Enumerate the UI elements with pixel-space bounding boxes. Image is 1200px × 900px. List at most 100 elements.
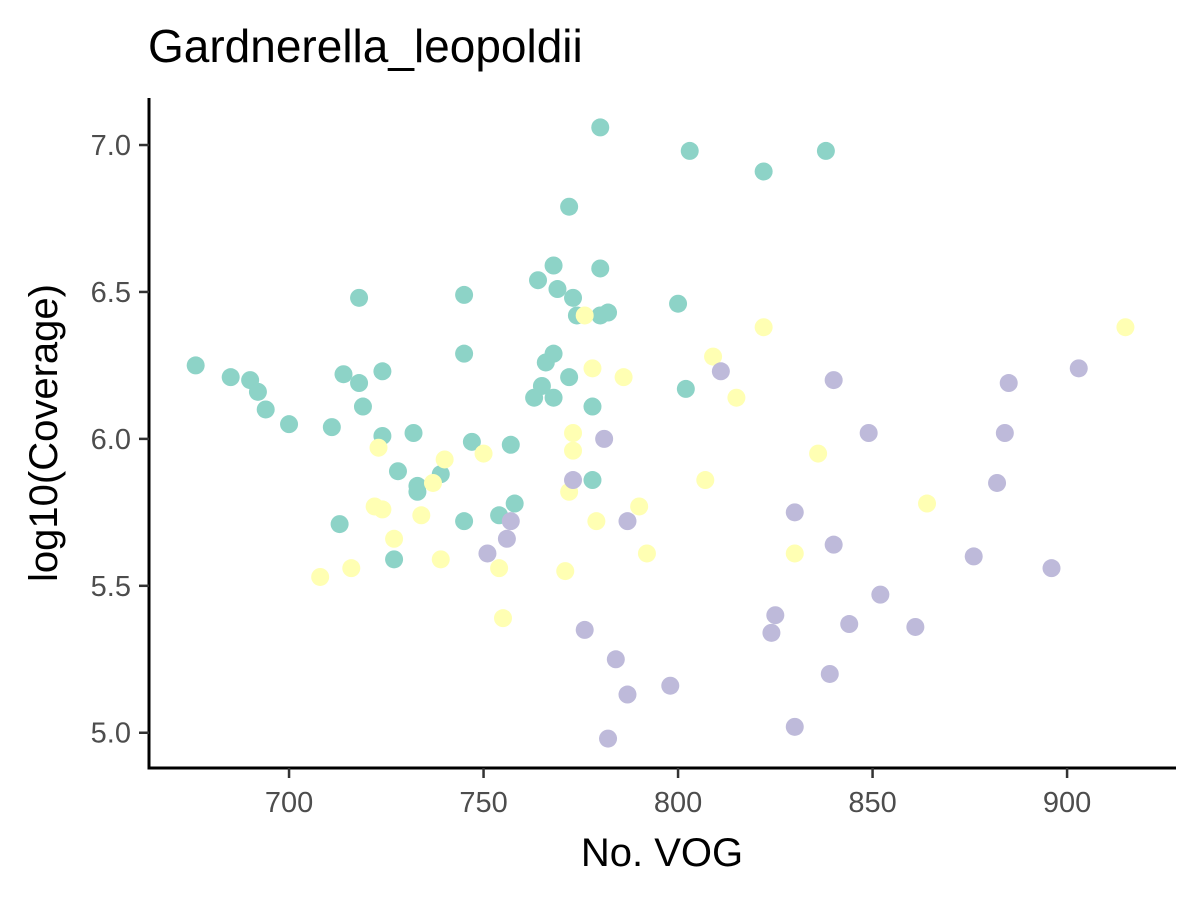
data-point-series-3 [711, 362, 730, 381]
data-point-series-3 [595, 429, 614, 448]
data-point-series-2 [490, 559, 509, 578]
data-point-series-3 [906, 617, 925, 636]
data-point-series-3 [575, 620, 594, 639]
data-point-series-3 [785, 717, 804, 736]
data-point-series-1 [408, 482, 427, 501]
data-point-series-1 [186, 356, 205, 375]
data-point-series-1 [564, 288, 583, 307]
data-point-series-3 [564, 471, 583, 490]
data-point-series-1 [680, 141, 699, 160]
data-point-series-1 [505, 494, 524, 513]
data-point-series-2 [614, 368, 633, 387]
data-point-series-3 [501, 512, 520, 531]
data-point-series-1 [221, 368, 240, 387]
data-point-series-2 [311, 567, 330, 586]
data-point-series-2 [575, 306, 594, 325]
data-point-series-1 [560, 368, 579, 387]
data-point-series-1 [599, 303, 618, 322]
data-point-series-2 [754, 318, 773, 337]
data-point-series-2 [385, 529, 404, 548]
data-point-series-2 [564, 441, 583, 460]
data-point-series-1 [544, 256, 563, 275]
data-point-series-1 [280, 415, 299, 434]
points-layer [186, 118, 1135, 748]
y-axis-title: log10(Coverage) [22, 284, 66, 582]
data-point-series-2 [785, 544, 804, 563]
x-tick-label: 700 [265, 787, 313, 819]
data-point-series-3 [497, 529, 516, 548]
x-axis-ticks: 700 750 800 850 900 [265, 768, 1091, 819]
data-point-series-1 [676, 379, 695, 398]
data-point-series-3 [618, 685, 637, 704]
y-tick-label: 5.0 [91, 718, 131, 750]
data-point-series-3 [478, 544, 497, 563]
data-point-series-1 [404, 424, 423, 442]
data-point-series-2 [369, 438, 388, 457]
data-point-series-3 [995, 424, 1014, 442]
data-point-series-1 [330, 515, 349, 534]
data-point-series-3 [999, 374, 1018, 393]
data-point-series-1 [583, 471, 602, 490]
x-tick-label: 800 [654, 787, 702, 819]
data-point-series-1 [350, 288, 369, 307]
data-point-series-1 [350, 374, 369, 393]
data-point-series-3 [824, 371, 843, 390]
data-point-series-3 [762, 623, 781, 642]
data-point-series-2 [637, 544, 656, 563]
data-point-series-1 [544, 344, 563, 363]
x-tick-label: 900 [1043, 787, 1091, 819]
data-point-series-1 [256, 400, 275, 419]
y-axis-ticks: 5.0 5.5 6.0 6.5 7.0 [91, 130, 149, 750]
data-point-series-1 [455, 344, 474, 363]
data-point-series-1 [548, 280, 567, 299]
data-point-series-1 [591, 259, 610, 278]
data-point-series-2 [423, 473, 442, 492]
data-point-series-1 [334, 365, 353, 384]
data-point-series-1 [248, 382, 267, 401]
data-point-series-1 [373, 362, 392, 381]
data-point-series-1 [462, 432, 481, 451]
data-point-series-3 [871, 585, 890, 604]
data-point-series-2 [342, 559, 361, 578]
data-point-series-2 [1116, 318, 1135, 337]
data-point-series-1 [532, 376, 551, 395]
data-point-series-3 [1042, 559, 1061, 578]
y-tick-label: 7.0 [91, 130, 131, 162]
x-tick-label: 750 [459, 787, 507, 819]
data-point-series-1 [455, 512, 474, 531]
data-point-series-3 [859, 424, 878, 442]
data-point-series-2 [630, 497, 649, 516]
data-point-series-2 [474, 444, 493, 463]
data-point-series-1 [322, 418, 341, 437]
data-point-series-2 [587, 512, 606, 531]
data-point-series-2 [412, 506, 431, 525]
x-axis-title: No. VOG [581, 831, 743, 875]
chart-title: Gardnerella_leopoldii [148, 20, 583, 72]
y-tick-label: 5.5 [91, 571, 131, 603]
data-point-series-3 [766, 606, 785, 625]
data-point-series-1 [583, 397, 602, 416]
data-point-series-3 [824, 535, 843, 554]
data-point-series-1 [501, 435, 520, 454]
data-point-series-2 [494, 609, 513, 628]
data-point-series-2 [696, 471, 715, 490]
data-point-series-1 [560, 197, 579, 216]
data-point-series-2 [435, 450, 454, 469]
data-point-series-2 [556, 562, 575, 581]
data-point-series-3 [599, 729, 618, 748]
data-point-series-3 [785, 503, 804, 522]
data-point-series-3 [964, 547, 983, 566]
data-point-series-1 [754, 162, 773, 181]
data-point-series-3 [820, 664, 839, 683]
data-point-series-1 [388, 462, 407, 481]
data-point-series-2 [564, 424, 583, 442]
data-point-series-2 [583, 359, 602, 378]
x-tick-label: 850 [848, 787, 896, 819]
data-point-series-2 [918, 494, 937, 513]
data-point-series-2 [704, 347, 723, 366]
data-point-series-3 [618, 512, 637, 531]
data-point-series-3 [606, 650, 625, 669]
data-point-series-3 [840, 615, 859, 634]
